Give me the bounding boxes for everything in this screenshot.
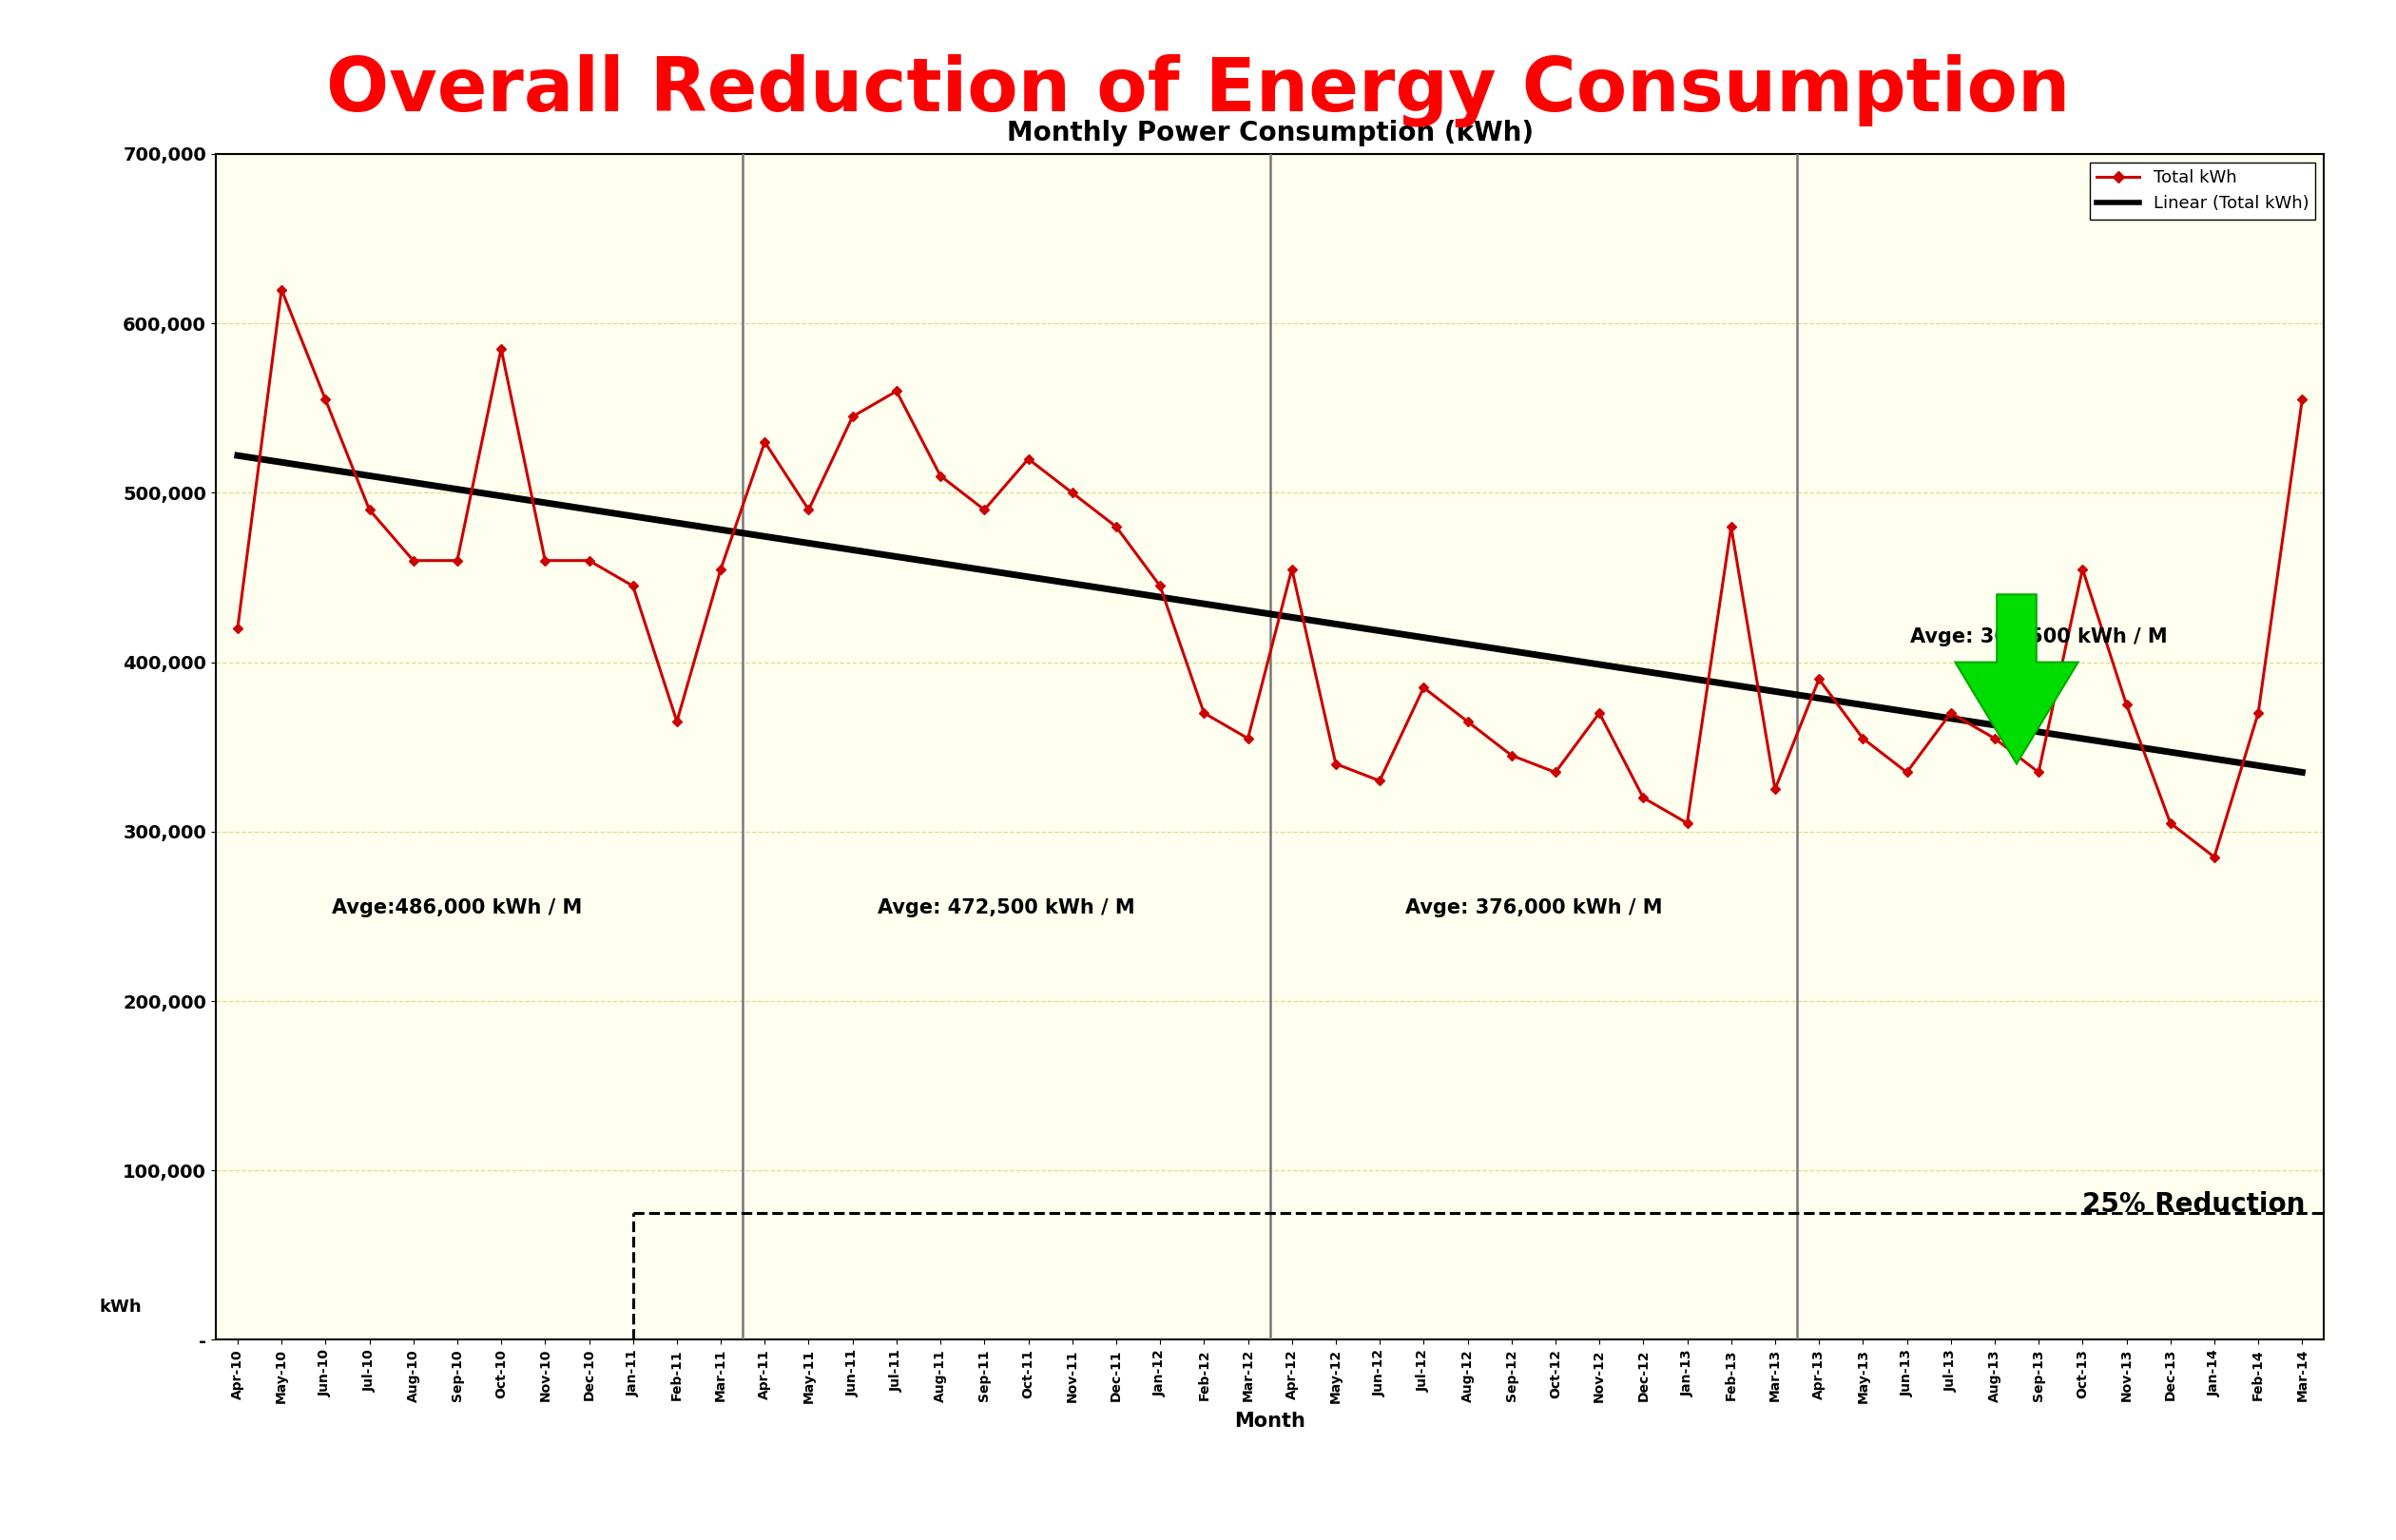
FancyArrow shape xyxy=(1955,594,2077,764)
Text: 25% Reduction: 25% Reduction xyxy=(2082,1190,2305,1218)
Text: Avge:486,000 kWh / M: Avge:486,000 kWh / M xyxy=(333,898,582,918)
Y-axis label: kWh: kWh xyxy=(101,1298,141,1317)
Text: Avge: 376,000 kWh / M: Avge: 376,000 kWh / M xyxy=(1404,898,1663,918)
Text: Overall Reduction of Energy Consumption: Overall Reduction of Energy Consumption xyxy=(326,54,2070,128)
Legend: Total kWh, Linear (Total kWh): Total kWh, Linear (Total kWh) xyxy=(2089,163,2315,219)
Text: Avge: 472,500 kWh / M: Avge: 472,500 kWh / M xyxy=(877,898,1136,918)
Title: Monthly Power Consumption (kWh): Monthly Power Consumption (kWh) xyxy=(1006,120,1533,146)
X-axis label: Month: Month xyxy=(1234,1411,1306,1431)
Text: Avge: 360,500 kWh / M: Avge: 360,500 kWh / M xyxy=(1910,627,2168,647)
